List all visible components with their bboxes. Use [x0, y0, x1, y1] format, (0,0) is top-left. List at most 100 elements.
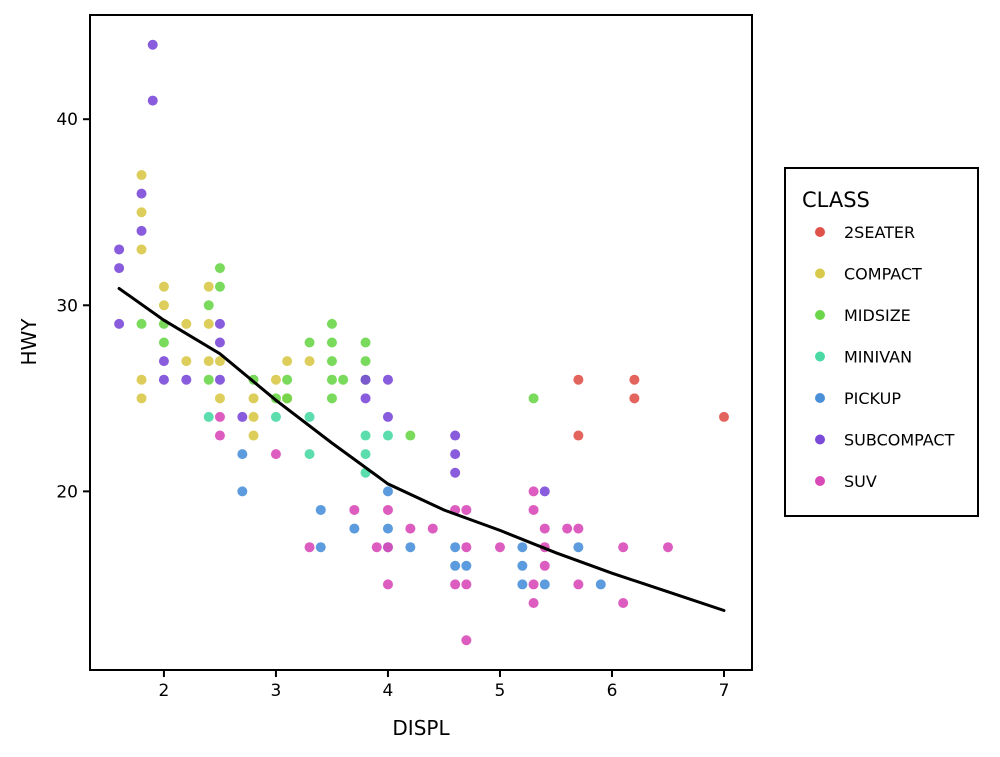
- data-point-pickup: [450, 560, 461, 571]
- data-point-suv: [618, 598, 629, 609]
- data-point-suv: [539, 523, 550, 534]
- data-point-subcompact: [114, 244, 125, 255]
- y-tick-label: 20: [56, 482, 78, 502]
- data-point-minivan: [360, 430, 371, 441]
- data-point-compact: [203, 281, 214, 292]
- data-point-pickup: [405, 542, 416, 553]
- data-point-compact: [136, 207, 147, 218]
- data-point-midsize: [158, 337, 169, 348]
- data-point-suv: [662, 542, 673, 553]
- data-point-compact: [136, 393, 147, 404]
- data-point-compact: [270, 374, 281, 385]
- data-point-subcompact: [181, 374, 192, 385]
- data-point-compact: [136, 244, 147, 255]
- data-point-pickup: [573, 542, 584, 553]
- data-point-midsize: [338, 374, 349, 385]
- data-point-suv: [461, 635, 472, 646]
- data-point-subcompact: [360, 393, 371, 404]
- data-point-minivan: [203, 411, 214, 422]
- data-point-midsize: [326, 318, 337, 329]
- data-point-suv: [270, 449, 281, 460]
- data-point-midsize: [326, 337, 337, 348]
- legend-label: 2SEATER: [844, 223, 915, 242]
- data-point-compact: [214, 356, 225, 367]
- data-point-compact: [304, 356, 315, 367]
- data-point-pickup: [382, 486, 393, 497]
- legend-label: COMPACT: [844, 265, 922, 284]
- data-point-subcompact: [214, 374, 225, 385]
- data-point-compact: [203, 318, 214, 329]
- data-point-suv: [450, 579, 461, 590]
- data-point-midsize: [203, 300, 214, 311]
- data-point-suv: [528, 598, 539, 609]
- data-point-midsize: [326, 393, 337, 404]
- data-point-suv: [382, 542, 393, 553]
- data-point-subcompact: [539, 486, 550, 497]
- data-point-midsize: [203, 374, 214, 385]
- data-point-minivan: [360, 449, 371, 460]
- legend-marker-compact: [815, 268, 825, 279]
- data-point-subcompact: [114, 263, 125, 274]
- data-point-2seater: [573, 374, 584, 385]
- data-point-suv: [371, 542, 382, 553]
- data-point-compact: [282, 356, 293, 367]
- data-point-pickup: [450, 542, 461, 553]
- data-point-compact: [248, 430, 259, 441]
- data-point-suv: [562, 523, 573, 534]
- data-point-pickup: [517, 560, 528, 571]
- data-point-subcompact: [382, 374, 393, 385]
- data-point-pickup: [517, 579, 528, 590]
- data-point-subcompact: [360, 374, 371, 385]
- y-axis-label: HWY: [17, 318, 41, 366]
- data-point-compact: [181, 356, 192, 367]
- smooth-trend-line: [117, 287, 726, 612]
- data-point-suv: [618, 542, 629, 553]
- data-point-2seater: [629, 393, 640, 404]
- data-point-midsize: [282, 393, 293, 404]
- data-point-compact: [136, 170, 147, 181]
- data-point-subcompact: [147, 39, 158, 50]
- x-tick-label: 2: [159, 681, 170, 701]
- data-point-minivan: [270, 411, 281, 422]
- data-point-pickup: [315, 542, 326, 553]
- data-point-suv: [427, 523, 438, 534]
- data-point-compact: [158, 300, 169, 311]
- data-point-suv: [539, 560, 550, 571]
- legend-marker-minivan: [815, 351, 825, 362]
- data-point-suv: [304, 542, 315, 553]
- data-point-suv: [214, 411, 225, 422]
- data-point-minivan: [304, 449, 315, 460]
- legend-marker-2seater: [815, 227, 825, 237]
- data-point-suv: [494, 542, 505, 553]
- data-point-compact: [248, 411, 259, 422]
- data-point-midsize: [304, 337, 315, 348]
- legend-frame: [784, 167, 979, 517]
- data-point-compact: [214, 393, 225, 404]
- legend-label: SUV: [844, 472, 877, 491]
- data-point-pickup: [237, 449, 248, 460]
- data-point-pickup: [237, 486, 248, 497]
- data-point-suv: [461, 504, 472, 515]
- data-point-pickup: [349, 523, 360, 534]
- data-point-subcompact: [214, 318, 225, 329]
- data-point-pickup: [315, 504, 326, 515]
- data-point-suv: [528, 486, 539, 497]
- data-point-suv: [528, 579, 539, 590]
- data-point-pickup: [461, 560, 472, 571]
- data-point-minivan: [382, 430, 393, 441]
- data-point-suv: [461, 579, 472, 590]
- data-point-subcompact: [450, 467, 461, 478]
- data-point-subcompact: [136, 225, 147, 236]
- plot-frame: [89, 14, 753, 671]
- data-point-midsize: [282, 374, 293, 385]
- data-point-pickup: [517, 542, 528, 553]
- legend-marker-subcompact: [815, 434, 825, 445]
- data-point-midsize: [136, 318, 147, 329]
- data-point-suv: [405, 523, 416, 534]
- legend-label: PICKUP: [844, 389, 901, 408]
- data-point-midsize: [360, 337, 371, 348]
- data-point-midsize: [360, 356, 371, 367]
- x-tick-label: 6: [607, 681, 618, 701]
- x-tick-label: 5: [495, 681, 506, 701]
